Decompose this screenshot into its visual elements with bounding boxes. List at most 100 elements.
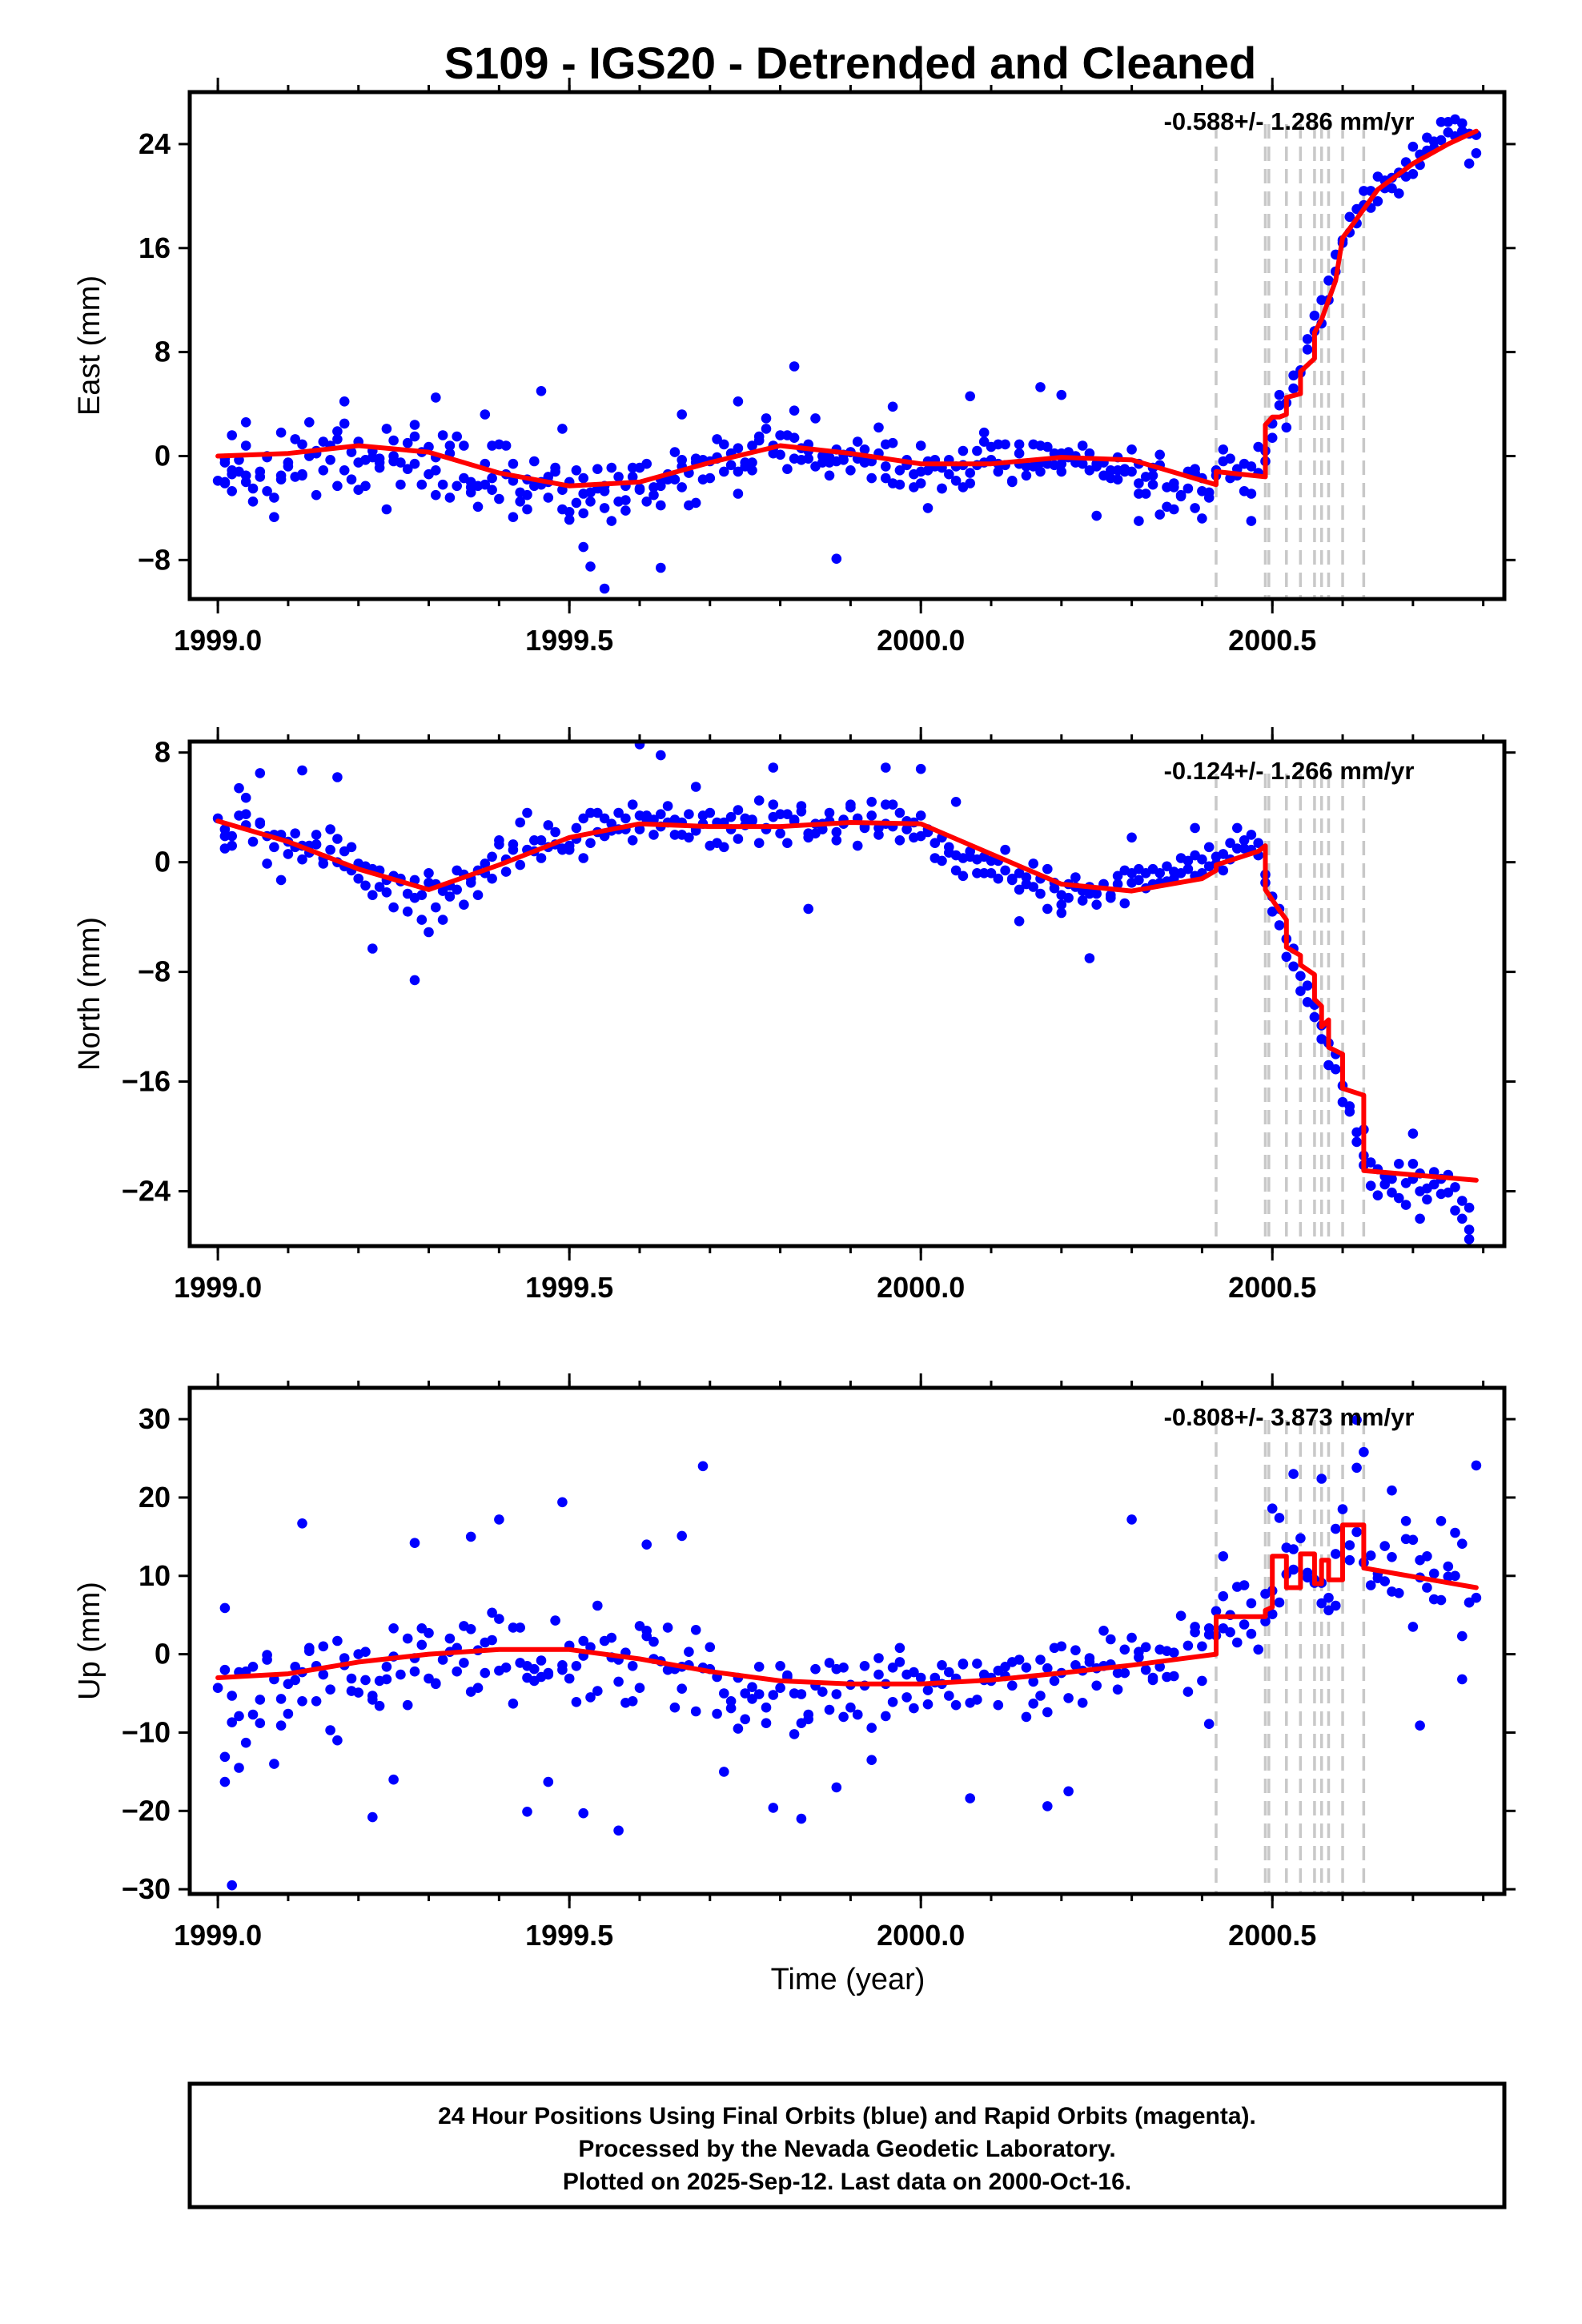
north-data-point-54 [402, 907, 413, 917]
up-data-point-69 [465, 1624, 476, 1634]
up-data-point-276 [1246, 1598, 1257, 1609]
north-data-point-379 [1407, 1128, 1419, 1139]
up-data-point-357 [796, 1813, 807, 1824]
east-data-point-325 [1169, 504, 1179, 515]
north-data-point-372 [950, 797, 962, 807]
up-data-point-269 [1218, 1590, 1229, 1602]
east-data-point-169 [705, 472, 716, 484]
east-data-point-5 [227, 486, 238, 497]
up-data-point-5 [227, 1691, 238, 1701]
up-data-point-338 [234, 1763, 244, 1773]
north-data-point-286 [1218, 865, 1229, 876]
up-data-point-202 [972, 1695, 982, 1705]
up-data-point-43 [367, 1691, 378, 1701]
north-data-point-355 [1464, 1202, 1475, 1213]
east-data-point-134 [599, 503, 610, 513]
up-y-tick-label-1: −20 [122, 1794, 171, 1827]
up-data-point-122 [669, 1702, 681, 1713]
north-data-point-33 [332, 834, 343, 844]
north-data-point-354 [1457, 1196, 1468, 1206]
up-data-point-164 [824, 1658, 835, 1668]
up-data-point-182 [894, 1657, 905, 1667]
up-y-tick-label-3: 0 [155, 1638, 171, 1671]
up-data-point-302 [1344, 1540, 1355, 1550]
up-data-point-85 [529, 1663, 540, 1675]
north-data-point-92 [536, 853, 547, 863]
north-data-point-58 [416, 890, 428, 900]
east-data-point-204 [810, 413, 821, 424]
north-data-point-226 [1007, 873, 1018, 884]
up-data-point-376 [1471, 1460, 1482, 1471]
north-data-point-344 [1422, 1194, 1432, 1205]
up-data-point-181 [887, 1663, 898, 1673]
up-data-point-168 [838, 1663, 849, 1673]
north-data-point-211 [958, 870, 969, 882]
north-data-point-95 [550, 826, 560, 838]
north-data-point-353 [1457, 1213, 1468, 1224]
up-data-point-274 [1239, 1580, 1250, 1590]
up-data-point-259 [1182, 1640, 1194, 1651]
up-data-point-98 [578, 1635, 588, 1647]
north-data-point-290 [1232, 822, 1243, 834]
up-data-point-300 [1337, 1504, 1348, 1514]
north-data-point-4 [227, 830, 238, 842]
up-x-tick-label-1: 1999.5 [525, 1919, 613, 1952]
up-data-point-261 [1190, 1626, 1200, 1638]
north-data-point-20 [283, 849, 294, 859]
east-data-point-30 [297, 439, 307, 450]
north-data-point-180 [845, 799, 856, 810]
east-data-point-196 [789, 405, 800, 416]
up-data-point-362 [1063, 1786, 1074, 1797]
up-data-point-308 [1365, 1580, 1376, 1590]
north-y-tick-label-3: 0 [155, 846, 171, 879]
east-y-tick-label-2: 8 [155, 336, 171, 368]
north-data-point-351 [1450, 1182, 1460, 1192]
east-data-point-269 [1000, 439, 1010, 450]
east-data-point-7 [227, 430, 238, 440]
north-data-point-161 [782, 809, 793, 819]
north-data-point-189 [881, 799, 891, 810]
caption-line-2: Processed by the Nevada Geodetic Laborat… [578, 2136, 1115, 2162]
east-data-point-312 [1134, 478, 1144, 489]
up-data-point-163 [824, 1704, 835, 1715]
up-data-point-215 [1021, 1711, 1032, 1723]
east-data-point-288 [1056, 466, 1067, 477]
east-data-point-129 [585, 497, 596, 507]
up-data-point-19 [283, 1708, 294, 1719]
north-data-point-371 [915, 763, 926, 774]
east-data-point-27 [283, 457, 294, 468]
up-data-point-78 [500, 1663, 512, 1673]
north-data-point-282 [1203, 842, 1215, 853]
north-data-point-304 [1281, 951, 1292, 963]
up-data-point-233 [1084, 1657, 1095, 1667]
up-data-point-30 [318, 1669, 329, 1680]
north-data-point-109 [599, 813, 610, 824]
x-axis-label: Time (year) [771, 1963, 926, 1996]
east-data-point-108 [522, 489, 532, 501]
up-data-point-324 [1428, 1568, 1439, 1579]
caption-line-1: 24 Hour Positions Using Final Orbits (bl… [438, 2103, 1256, 2129]
up-data-point-17 [275, 1694, 287, 1704]
north-data-point-346 [1428, 1179, 1439, 1190]
north-data-point-42 [360, 880, 371, 891]
east-data-point-275 [1021, 461, 1032, 472]
up-data-point-144 [747, 1682, 757, 1692]
north-data-point-305 [1288, 961, 1299, 972]
east-data-point-21 [269, 493, 279, 503]
east-data-point-68 [409, 431, 420, 442]
up-data-point-190 [922, 1699, 934, 1710]
up-data-point-208 [993, 1699, 1004, 1711]
east-data-point-432 [1056, 389, 1067, 400]
east-data-point-192 [775, 430, 785, 440]
east-data-point-136 [606, 462, 617, 473]
east-data-point-266 [993, 466, 1004, 477]
north-panel: −24 −16 −8 0 8 1999.0 1999.5 2000.0 2000.5 North … [73, 727, 1516, 1304]
north-data-point-301 [1274, 920, 1285, 931]
north-data-point-249 [1091, 899, 1102, 910]
up-data-point-91 [550, 1615, 560, 1626]
north-data-point-145 [725, 811, 737, 822]
east-data-point-286 [1056, 458, 1067, 469]
east-data-point-429 [922, 503, 934, 513]
north-data-point-61 [431, 902, 441, 913]
up-data-point-160 [810, 1663, 821, 1675]
